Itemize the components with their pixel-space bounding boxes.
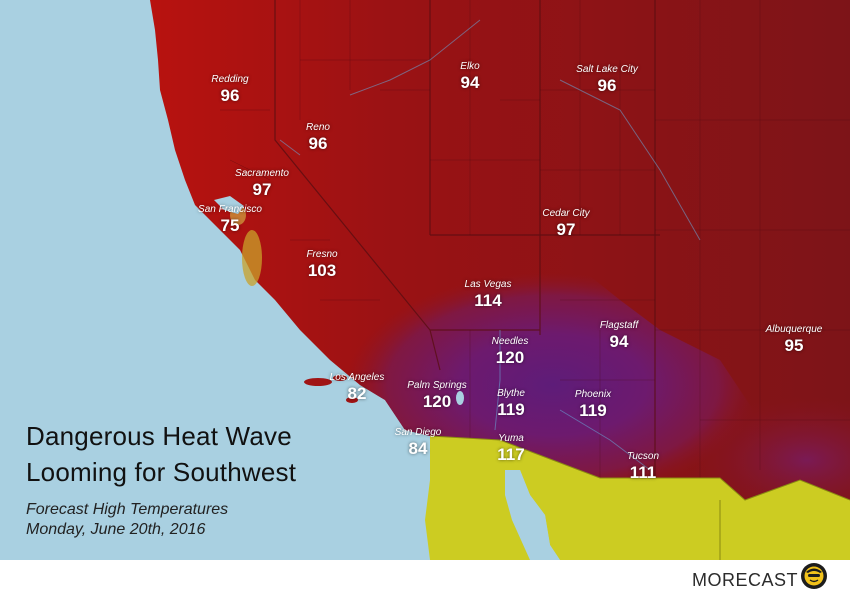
- city-name: Cedar City: [542, 208, 590, 219]
- city-label-san-francisco: San Francisco 75: [198, 204, 262, 236]
- city-label-elko: Elko 94: [460, 61, 479, 93]
- county-lines: [220, 0, 850, 500]
- rivers: [279, 19, 701, 471]
- city-label-fresno: Fresno 103: [306, 249, 337, 281]
- city-temperature: 94: [609, 332, 629, 351]
- city-label-phoenix: Phoenix 119: [575, 389, 611, 421]
- city-name: Reno: [306, 122, 330, 133]
- city-name: San Francisco: [198, 204, 262, 215]
- city-temperature: 96: [220, 86, 240, 105]
- brand-name: MORECAST: [691, 570, 798, 590]
- city-name: San Diego: [394, 427, 442, 438]
- city-name: Flagstaff: [599, 320, 639, 331]
- city-label-palm-springs: Palm Springs 120: [407, 380, 466, 412]
- city-temperature: 96: [308, 134, 328, 153]
- city-temperature: 75: [220, 216, 240, 235]
- city-temperature: 82: [347, 384, 367, 403]
- mexico-land: [425, 436, 850, 560]
- sf-bay: [214, 196, 244, 214]
- map-svg: [0, 0, 850, 560]
- city-label-salt-lake-city: Salt Lake City 96: [576, 64, 638, 96]
- city-temperature: 120: [422, 392, 452, 411]
- city-name: Elko: [460, 61, 480, 72]
- city-name: Sacramento: [235, 168, 289, 179]
- city-label-albuquerque: Albuquerque 95: [766, 324, 823, 356]
- subtitle: Forecast High Temperatures Monday, June …: [26, 500, 228, 540]
- city-temperature: 97: [252, 180, 272, 199]
- map-canvas: [0, 0, 850, 560]
- city-name: Tucson: [626, 451, 660, 462]
- city-label-san-diego: San Diego 84: [395, 427, 442, 459]
- footer-bar: [0, 560, 850, 601]
- city-label-los-angeles: Los Angeles 82: [330, 372, 385, 404]
- city-label-flagstaff: Flagstaff 94: [600, 320, 638, 352]
- city-name: Salt Lake City: [576, 64, 638, 75]
- coastal-cool-zone: [242, 230, 262, 286]
- city-label-reno: Reno 96: [306, 122, 330, 154]
- city-name: Needles: [491, 336, 529, 347]
- city-temperature: 95: [784, 336, 804, 355]
- city-name: Redding: [211, 74, 249, 85]
- city-name: Palm Springs: [407, 380, 467, 391]
- headline-line-2: Looming for Southwest: [26, 457, 297, 487]
- city-temperature: 103: [307, 261, 337, 280]
- salton-sea: [456, 391, 464, 405]
- city-name: Blythe: [497, 388, 525, 399]
- city-name: Phoenix: [574, 389, 612, 400]
- city-temperature: 119: [579, 401, 607, 420]
- city-label-las-vegas: Las Vegas 114: [465, 279, 512, 311]
- city-label-redding: Redding 96: [211, 74, 248, 106]
- city-temperature: 119: [497, 400, 525, 419]
- city-name: Yuma: [498, 433, 524, 444]
- city-name: Albuquerque: [765, 324, 823, 335]
- subtitle-line-2: Monday, June 20th, 2016: [26, 521, 206, 538]
- headline: Dangerous Heat Wave Looming for Southwes…: [26, 418, 296, 490]
- city-temperature: 120: [495, 348, 525, 367]
- city-temperature: 96: [597, 76, 617, 95]
- subtitle-line-1: Forecast High Temperatures: [26, 501, 229, 518]
- city-label-tucson: Tucson 111: [627, 451, 659, 483]
- city-temperature: 84: [408, 439, 428, 458]
- city-name: Fresno: [306, 249, 338, 260]
- headline-line-1: Dangerous Heat Wave: [26, 421, 292, 451]
- city-label-cedar-city: Cedar City 97: [542, 208, 589, 240]
- city-name: Las Vegas: [464, 279, 512, 290]
- city-temperature: 114: [474, 291, 502, 310]
- city-temperature: 97: [556, 220, 576, 239]
- state-borders: [274, 0, 660, 500]
- sun-face-logo-icon: [801, 563, 827, 589]
- city-label-sacramento: Sacramento 97: [235, 168, 289, 200]
- city-label-yuma: Yuma 117: [497, 433, 524, 465]
- city-name: Los Angeles: [329, 372, 385, 383]
- gulf-of-california: [505, 470, 560, 560]
- city-label-needles: Needles 120: [492, 336, 529, 368]
- city-temperature: 94: [460, 73, 480, 92]
- city-temperature: 111: [629, 463, 657, 482]
- city-label-blythe: Blythe 119: [497, 388, 525, 420]
- mexico-borders: [429, 435, 850, 560]
- city-temperature: 117: [497, 445, 525, 464]
- channel-islands: [304, 375, 358, 403]
